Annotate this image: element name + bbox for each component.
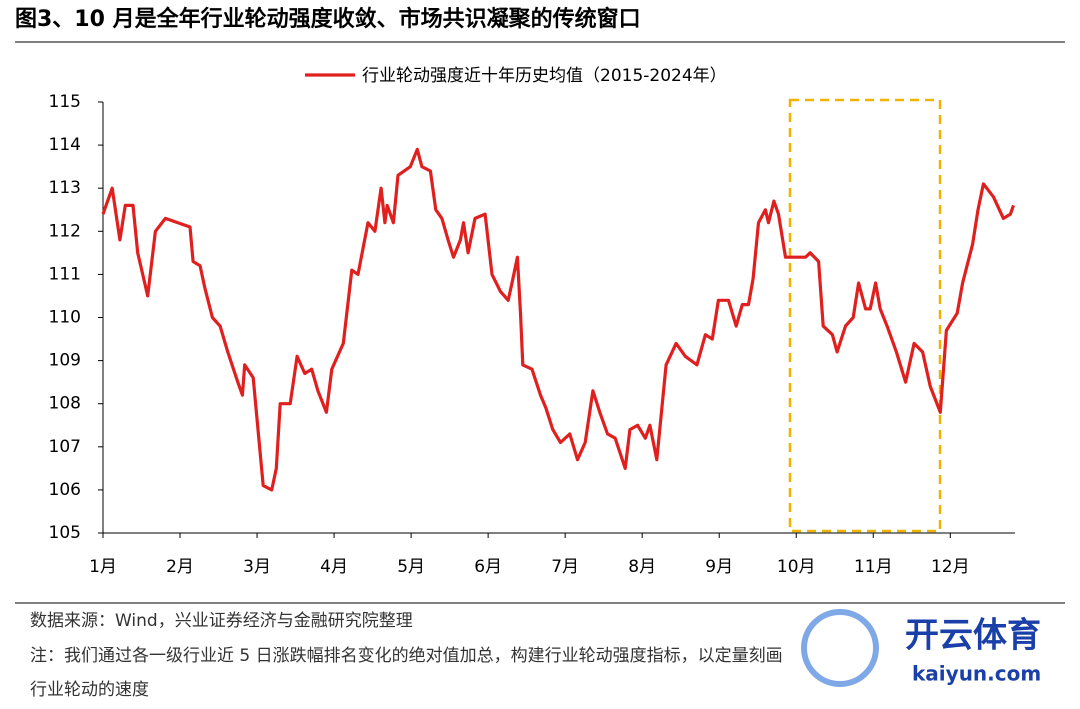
highlight-box bbox=[788, 98, 942, 533]
watermark-text: 开云体育 bbox=[905, 616, 1041, 656]
x-tick-label: 9月 bbox=[705, 557, 733, 577]
source: 数据来源：Wind，兴业证券经济与金融研究院整理 bbox=[30, 611, 413, 631]
legend-label: 行业轮动强度近十年历史均值（2015-2024年） bbox=[362, 66, 727, 86]
y-tick-label: 107 bbox=[49, 437, 81, 457]
y-tick-label: 113 bbox=[49, 178, 81, 198]
x-tick-label: 11月 bbox=[854, 557, 893, 577]
y-tick-label: 111 bbox=[49, 264, 81, 284]
series-line bbox=[101, 147, 1016, 492]
x-tick-label: 5月 bbox=[397, 557, 425, 577]
chart-title: 图3、10 月是全年行业轮动强度收敛、市场共识凝聚的传统窗口 bbox=[15, 6, 641, 32]
y-tick-label: 114 bbox=[49, 135, 81, 155]
x-tick-label: 1月 bbox=[89, 557, 117, 577]
watermark-logo bbox=[801, 609, 879, 687]
watermark: 开云体育 kaiyun.com bbox=[801, 609, 1041, 687]
y-tick-label: 109 bbox=[49, 351, 81, 371]
y-tick-label: 112 bbox=[49, 221, 81, 241]
watermark-url: kaiyun.com bbox=[912, 662, 1041, 686]
x-tick-label: 8月 bbox=[628, 557, 656, 577]
y-tick-label: 106 bbox=[49, 480, 81, 500]
note: 注：我们通过各一级行业近 5 日涨跌幅排名变化的绝对值加总，构建行业轮动强度指标… bbox=[30, 646, 783, 666]
x-tick-label: 12月 bbox=[931, 557, 970, 577]
x-tick-label: 2月 bbox=[166, 557, 194, 577]
x-tick-label: 3月 bbox=[243, 557, 271, 577]
x-tick-label: 4月 bbox=[320, 557, 348, 577]
x-tick-label: 10月 bbox=[777, 557, 816, 577]
x-tick-label: 7月 bbox=[551, 557, 579, 577]
note: 行业轮动的速度 bbox=[30, 680, 149, 700]
y-tick-label: 110 bbox=[49, 308, 81, 328]
y-tick-label: 108 bbox=[49, 394, 81, 414]
y-tick-label: 105 bbox=[49, 523, 81, 543]
y-tick-label: 115 bbox=[49, 92, 81, 112]
x-tick-label: 6月 bbox=[474, 557, 502, 577]
